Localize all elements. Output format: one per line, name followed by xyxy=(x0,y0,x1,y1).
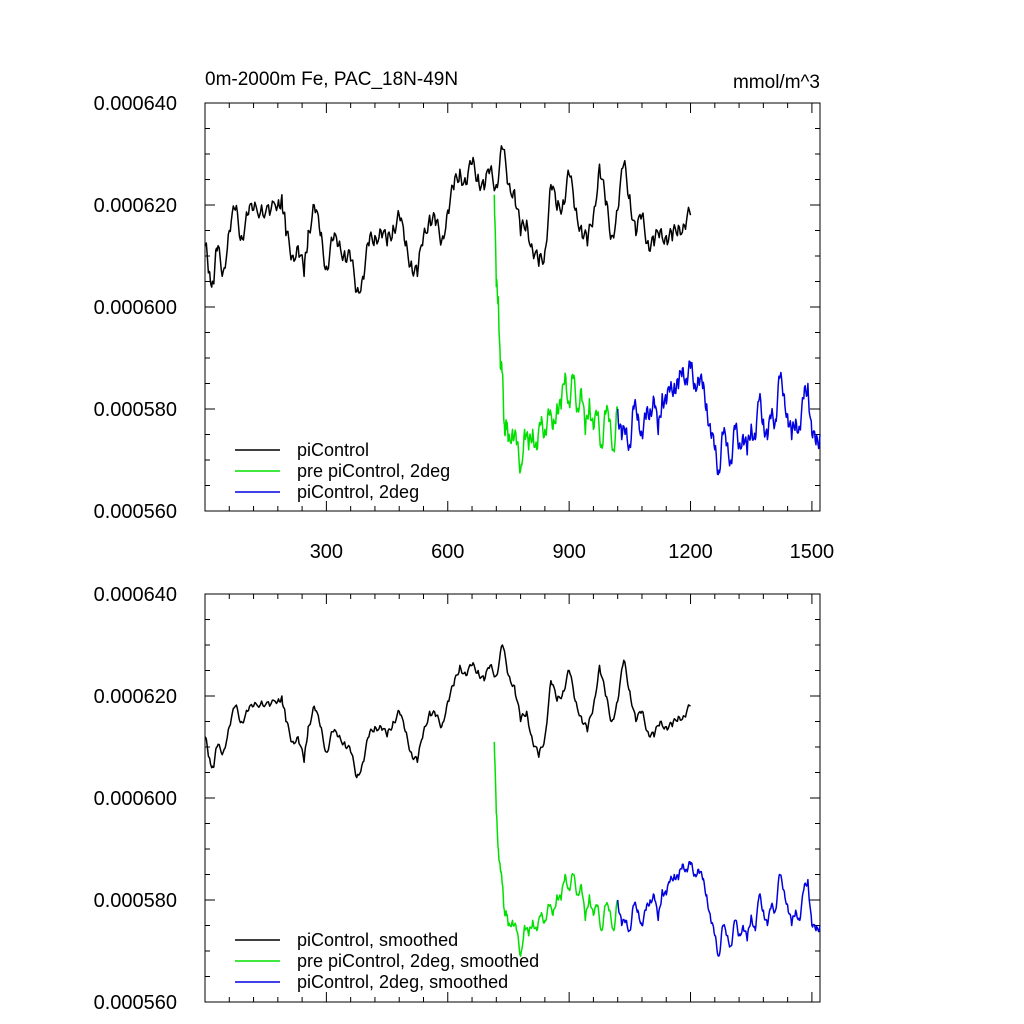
chart-title: 0m-2000m Fe, PAC_18N-49N xyxy=(205,69,458,90)
y-tick-label: 0.000560 xyxy=(94,501,177,523)
x-tick-label: 1500 xyxy=(790,541,835,563)
series-line-2 xyxy=(616,360,821,476)
legend-label: piControl, 2deg, smoothed xyxy=(297,972,508,992)
chart-units: mmol/m^3 xyxy=(733,72,820,93)
series-line-1 xyxy=(493,741,619,957)
y-tick-label: 0.000620 xyxy=(94,686,177,708)
y-tick-label: 0.000580 xyxy=(94,890,177,912)
series-line-0 xyxy=(204,644,691,779)
series-line-0 xyxy=(204,145,692,294)
y-tick-label: 0.000600 xyxy=(94,297,177,319)
legend-label: piControl xyxy=(297,440,369,460)
y-tick-label: 0.000580 xyxy=(94,399,177,421)
y-tick-label: 0.000640 xyxy=(94,584,177,606)
legend-label: pre piControl, 2deg, smoothed xyxy=(297,951,539,971)
top-panel: 0.000560 0.000580 0.000600 0.000620 0.000640… xyxy=(94,93,835,563)
legend-label: pre piControl, 2deg xyxy=(297,461,450,481)
bottom-panel: 0.000560 0.000580 0.000600 0.000620 0.000640… xyxy=(94,584,821,1014)
series-line-2 xyxy=(616,860,821,957)
y-tick-label: 0.000600 xyxy=(94,788,177,810)
x-tick-label: 600 xyxy=(431,541,464,563)
y-tick-label: 0.000560 xyxy=(94,992,177,1014)
series-line-1 xyxy=(493,194,619,474)
y-tick-label: 0.000620 xyxy=(94,195,177,217)
y-tick-label: 0.000640 xyxy=(94,93,177,115)
x-tick-label: 1200 xyxy=(668,541,713,563)
x-tick-label: 300 xyxy=(310,541,343,563)
legend-label: piControl, smoothed xyxy=(297,930,458,950)
legend-label: piControl, 2deg xyxy=(297,482,419,502)
x-tick-label: 900 xyxy=(552,541,585,563)
